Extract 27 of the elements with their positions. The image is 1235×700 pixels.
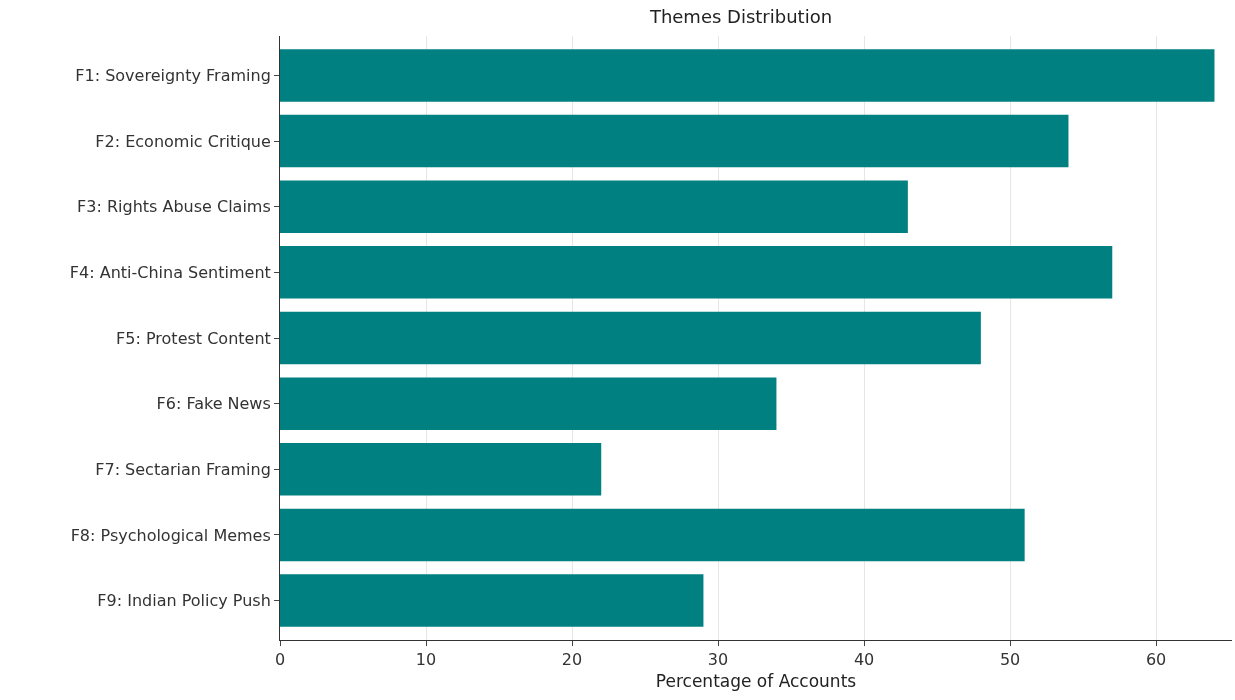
bar [280,246,1113,299]
bar [280,114,1069,168]
y-tick-label: F9: Indian Policy Push [97,591,271,611]
x-tick-label: 10 [415,650,437,670]
y-tick-label: F3: Rights Abuse Claims [77,197,271,217]
bar [280,180,908,233]
y-tick-label: F4: Anti-China Sentiment [69,262,271,282]
x-axis-title: Percentage of Accounts [655,670,857,691]
bar [280,49,1215,102]
x-tick-label: 20 [561,650,583,670]
chart-title: Themes Distribution [648,6,833,28]
y-tick-label: F2: Economic Critique [95,131,271,151]
bar [280,574,704,627]
x-tick-label: 0 [274,650,286,670]
y-tick-label: F6: Fake News [156,394,271,414]
y-tick-label: F5: Protest Content [116,328,271,348]
y-tick-label: F1: Sovereignty Framing [75,65,271,85]
bar [280,311,981,365]
y-tick-label: F8: Psychological Memes [70,525,271,545]
bar [280,377,777,430]
x-tick-label: 60 [1145,650,1167,670]
bar [280,443,602,496]
y-tick-label: F7: Sectarian Framing [95,459,271,479]
bar [280,508,1025,562]
x-tick-label: 40 [853,650,875,670]
x-tick-label: 50 [999,650,1021,670]
x-tick-label: 30 [707,650,729,670]
